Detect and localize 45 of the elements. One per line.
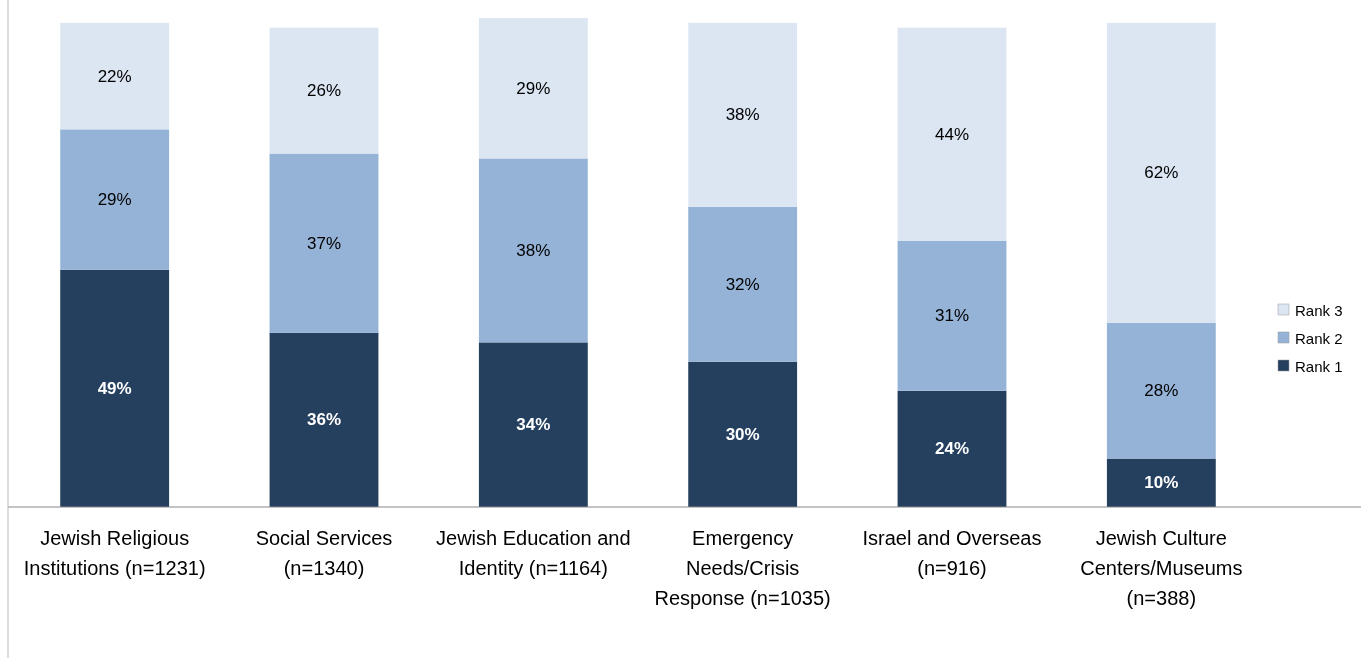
data-label: 32% [725, 274, 760, 294]
x-tick-label: Social Services (n=1340) [255, 527, 393, 579]
bar [688, 361, 798, 507]
data-label: 30% [725, 424, 760, 444]
data-label: 10% [1144, 473, 1179, 493]
bar [1106, 458, 1216, 507]
data-label: 49% [97, 378, 132, 398]
bar [269, 27, 379, 154]
bar [688, 22, 798, 207]
bar [1106, 323, 1216, 459]
bar [478, 18, 588, 159]
bar [897, 390, 1007, 507]
bar [478, 158, 588, 343]
x-tick-label: Emergency Needs/Crisis Response (n=1035) [654, 527, 831, 609]
bar [478, 342, 588, 507]
data-label: 24% [934, 439, 970, 459]
bar [60, 269, 170, 507]
bar [60, 22, 170, 130]
data-label: 34% [516, 415, 551, 435]
x-tick-label: Jewish Culture Centers/Museums (n=388) [1080, 527, 1243, 609]
x-tick-label: Jewish Education and Identity (n=1164) [436, 527, 631, 579]
bar [60, 129, 170, 270]
legend-label: Rank 2 [1295, 329, 1343, 347]
bar [688, 206, 798, 362]
legend-label: Rank 3 [1295, 301, 1343, 319]
data-label: 62% [1144, 163, 1179, 183]
bar [269, 332, 379, 507]
bar [269, 153, 379, 333]
data-label: 26% [306, 81, 342, 101]
x-tick-label: Israel and Overseas (n=916) [862, 527, 1042, 579]
data-label: 44% [934, 124, 970, 144]
data-label: 22% [97, 66, 132, 86]
data-label: 37% [306, 233, 342, 253]
data-label: 38% [516, 240, 551, 260]
data-label: 38% [725, 105, 760, 125]
legend-label: Rank 1 [1295, 357, 1343, 375]
bar [1106, 22, 1216, 324]
data-label: 29% [97, 190, 132, 210]
x-tick-label: Jewish Religious Institutions (n=1231) [23, 527, 206, 579]
bar [897, 240, 1007, 391]
data-label: 28% [1144, 381, 1179, 401]
data-label: 29% [516, 78, 551, 98]
data-label: 31% [934, 306, 970, 326]
data-label: 36% [306, 410, 342, 430]
bar [897, 27, 1007, 241]
